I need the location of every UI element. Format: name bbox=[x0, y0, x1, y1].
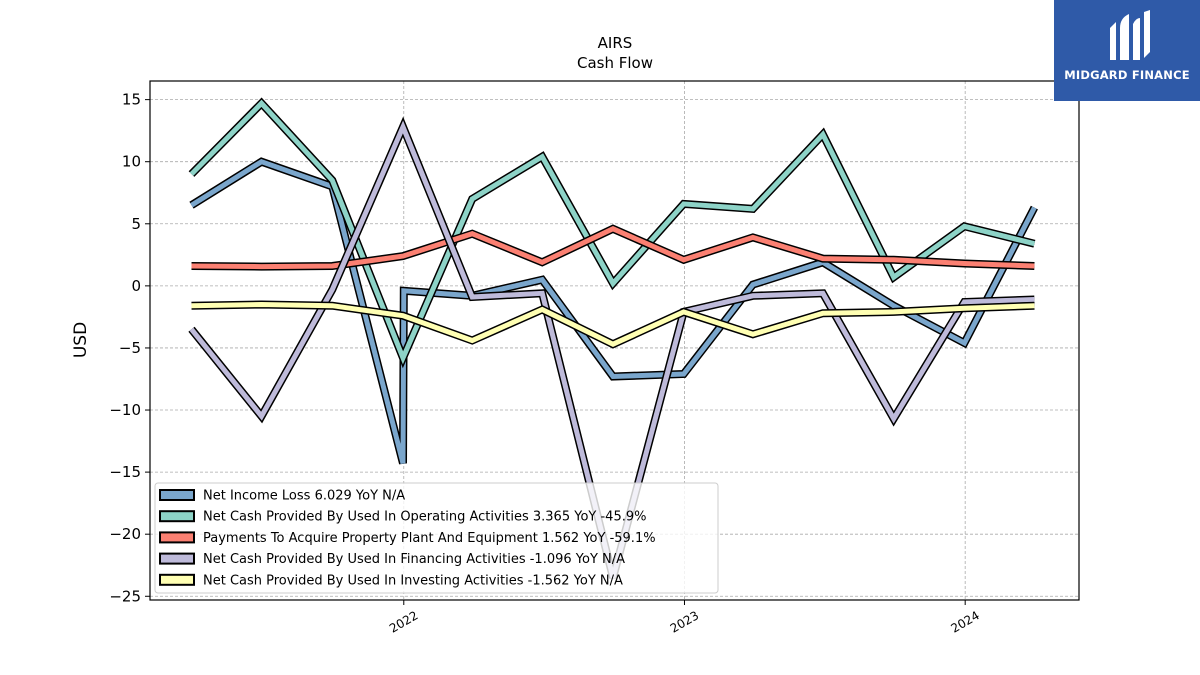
midgard-finance-logo: MIDGARD FINANCE bbox=[1054, 0, 1200, 101]
y-tick-label: 15 bbox=[122, 91, 141, 109]
x-tick-label: 2023 bbox=[668, 608, 701, 635]
series-line-stroke bbox=[191, 301, 1035, 347]
logo-text: MIDGARD FINANCE bbox=[1064, 68, 1190, 82]
series-line bbox=[191, 224, 1035, 271]
chart-subtitle: Cash Flow bbox=[577, 54, 653, 72]
legend-entry: Net Cash Provided By Used In Investing A… bbox=[203, 573, 623, 588]
y-axis-label: USD bbox=[71, 322, 91, 358]
series-line-stroke bbox=[191, 226, 1035, 270]
legend-entry: Net Cash Provided By Used In Operating A… bbox=[203, 510, 646, 525]
y-tick-label: −15 bbox=[109, 463, 141, 481]
x-axis-ticks: 2022 2023 2024 bbox=[387, 600, 982, 636]
plot-frame bbox=[149, 80, 1080, 601]
y-tick-label: −20 bbox=[109, 525, 141, 543]
legend-swatch bbox=[159, 573, 195, 586]
x-tick-label: 2024 bbox=[948, 608, 981, 635]
legend-swatch bbox=[159, 552, 195, 565]
y-axis-ticks: 15 10 5 0 −5 −10 −15 −20 −25 bbox=[109, 91, 150, 605]
chart-title: AIRS bbox=[598, 34, 633, 52]
logo-mark-icon bbox=[1110, 10, 1150, 60]
y-tick-label: 10 bbox=[122, 153, 141, 171]
y-tick-label: −25 bbox=[109, 587, 141, 605]
legend-entry: Net Cash Provided By Used In Financing A… bbox=[203, 552, 625, 567]
legend-frame bbox=[154, 482, 719, 594]
y-tick-label: 0 bbox=[131, 277, 141, 295]
series-line-stroke bbox=[189, 99, 1036, 365]
series-line bbox=[191, 300, 1035, 349]
y-tick-label: −10 bbox=[109, 401, 141, 419]
legend: Net Income Loss 6.029 YoY N/A Net Cash Pr… bbox=[154, 482, 719, 594]
series-line bbox=[188, 97, 1036, 369]
legend-swatch bbox=[159, 531, 195, 544]
x-tick-label: 2022 bbox=[387, 608, 420, 635]
y-tick-label: −5 bbox=[119, 339, 141, 357]
legend-entry: Net Income Loss 6.029 YoY N/A bbox=[203, 489, 405, 504]
legend-entry: Payments To Acquire Property Plant And E… bbox=[203, 531, 656, 546]
legend-swatch bbox=[159, 510, 195, 523]
legend-swatch bbox=[159, 489, 195, 501]
y-tick-label: 5 bbox=[131, 215, 141, 233]
